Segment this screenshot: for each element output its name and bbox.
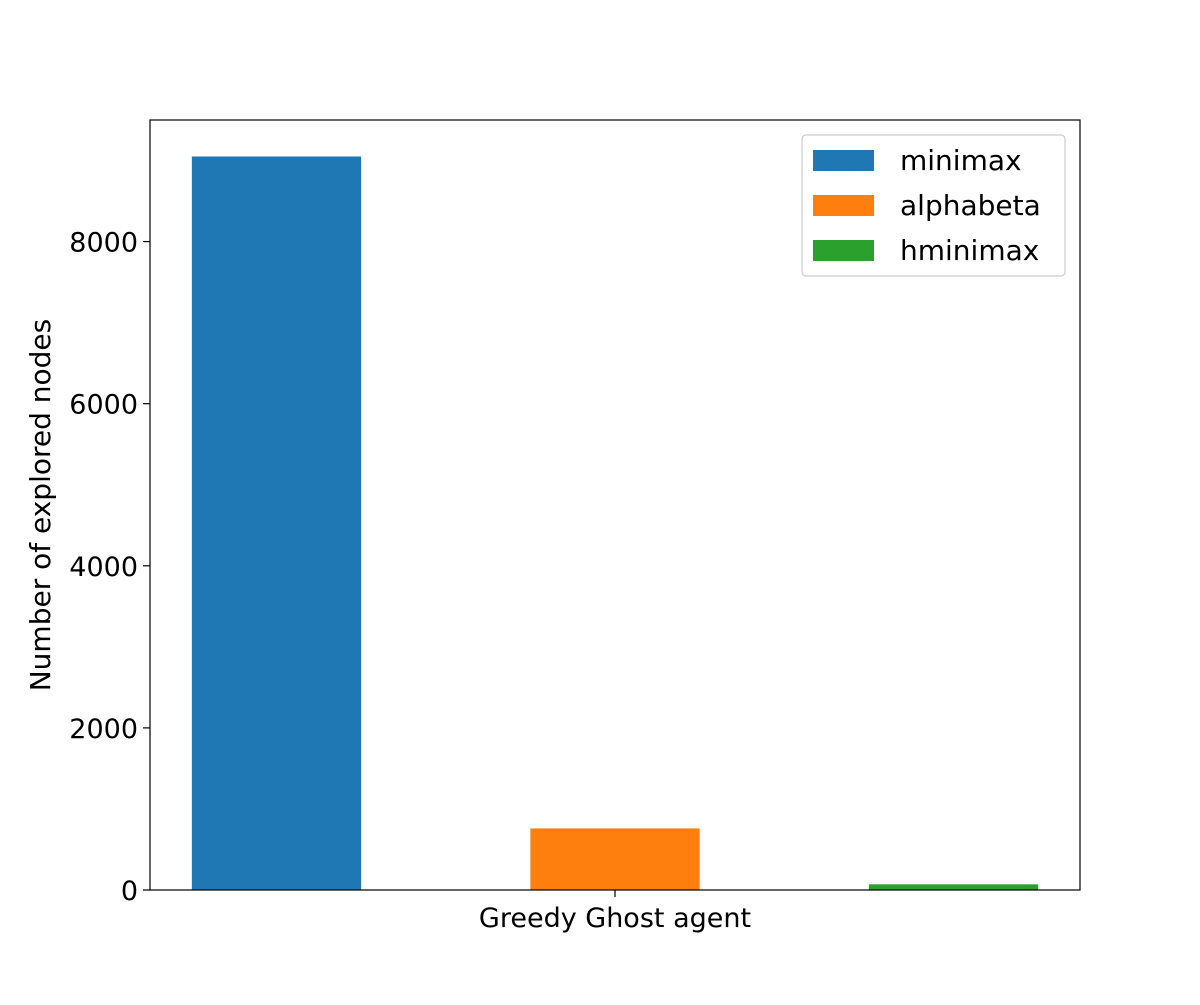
bars-group <box>191 156 1039 890</box>
bar-alphabeta <box>530 828 700 890</box>
legend-swatch-minimax <box>813 150 874 171</box>
legend-label-alphabeta: alphabeta <box>900 189 1041 222</box>
x-tick-label: Greedy Ghost agent <box>479 903 751 934</box>
legend-label-minimax: minimax <box>900 144 1022 177</box>
y-tick-label: 0 <box>121 876 138 907</box>
y-tick-label: 6000 <box>69 390 138 421</box>
bar-minimax <box>191 156 362 890</box>
x-axis: Greedy Ghost agent <box>479 890 751 934</box>
bar-hminimax <box>868 884 1039 890</box>
y-axis-label: Number of explored nodes <box>24 319 57 692</box>
legend-swatch-hminimax <box>813 240 874 261</box>
y-tick-label: 8000 <box>69 228 138 259</box>
y-tick-label: 2000 <box>69 714 138 745</box>
y-axis: 0 2000 4000 6000 8000 <box>69 228 150 907</box>
y-tick-label: 4000 <box>69 552 138 583</box>
legend-label-hminimax: hminimax <box>900 234 1039 267</box>
legend: minimax alphabeta hminimax <box>801 134 1066 277</box>
legend-swatch-alphabeta <box>813 195 874 216</box>
